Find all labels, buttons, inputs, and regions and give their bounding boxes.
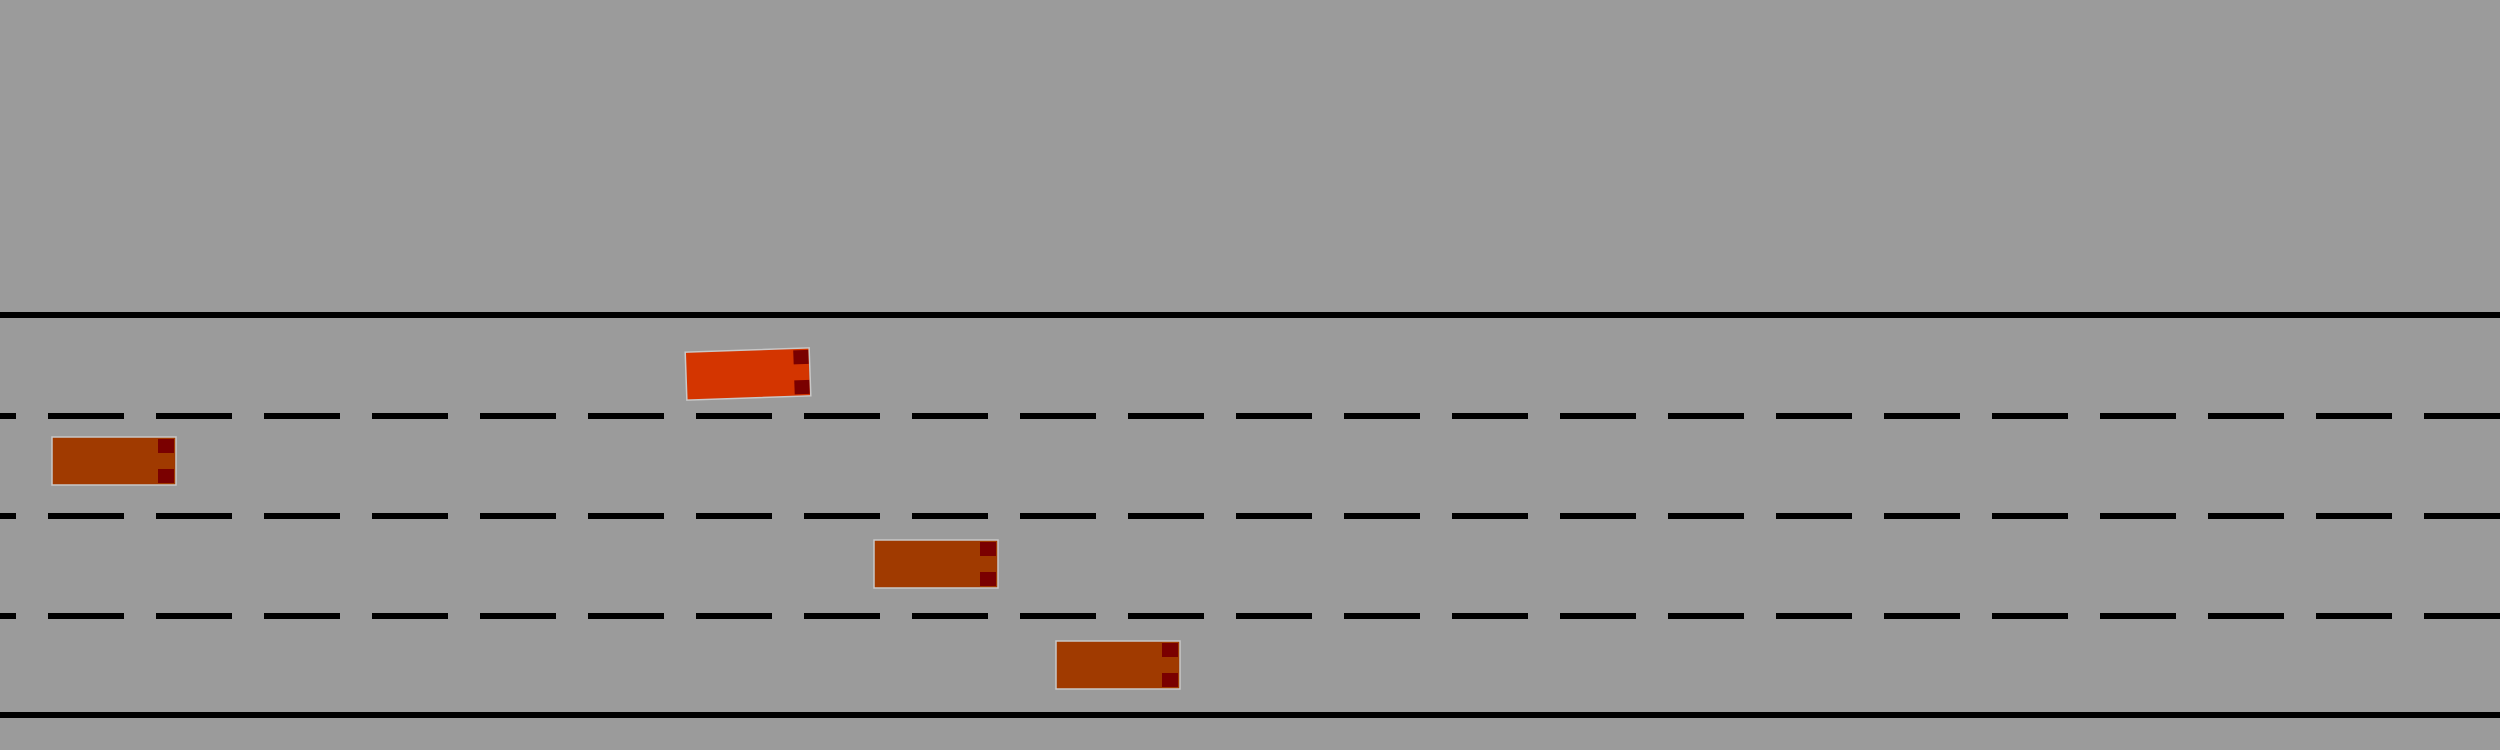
vehicle	[873, 539, 999, 589]
headlight-icon	[1162, 673, 1178, 687]
headlight-icon	[158, 439, 174, 453]
vehicle-body	[873, 539, 999, 589]
vehicle-body	[1055, 640, 1181, 690]
ego-vehicle	[684, 347, 812, 401]
headlight-icon	[794, 379, 810, 395]
headlight-icon	[158, 469, 174, 483]
road-edge-bottom	[0, 712, 2500, 718]
headlight-icon	[1162, 643, 1178, 657]
headlight-icon	[793, 349, 809, 365]
headlight-icon	[980, 572, 996, 586]
vehicle-body	[684, 347, 812, 401]
vehicle	[51, 436, 177, 486]
headlight-icon	[980, 542, 996, 556]
vehicle-body	[51, 436, 177, 486]
vehicle	[1055, 640, 1181, 690]
road-edge-top	[0, 312, 2500, 318]
